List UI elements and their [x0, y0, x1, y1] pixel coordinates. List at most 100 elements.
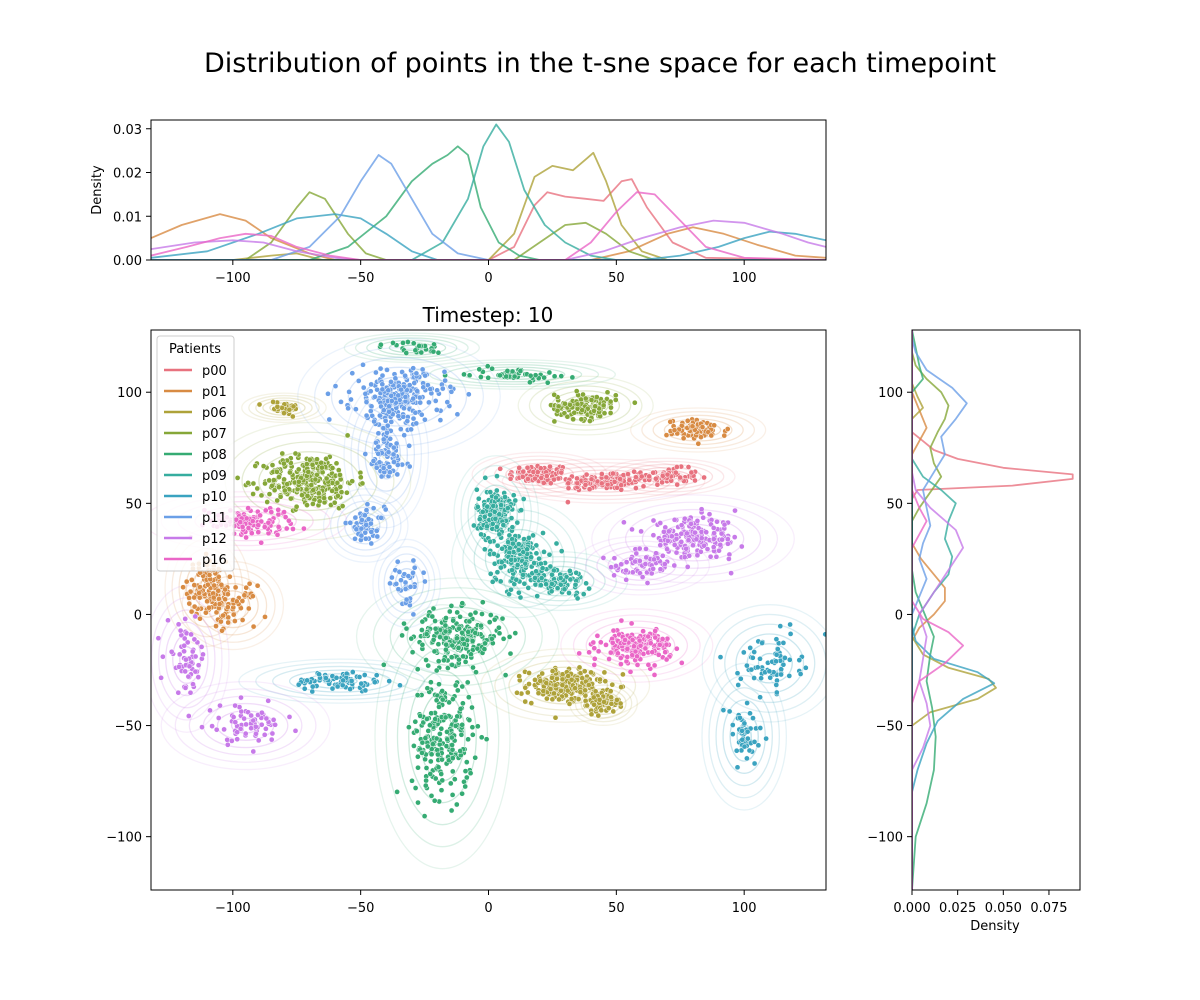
contour-p06 — [241, 392, 327, 424]
point-p00 — [583, 471, 590, 478]
point-p08 — [489, 365, 495, 372]
point-p09 — [510, 492, 517, 499]
point-p08 — [478, 734, 485, 741]
point-p16 — [275, 506, 282, 513]
point-p09 — [487, 570, 494, 577]
point-p01 — [708, 432, 715, 439]
point-p01 — [667, 418, 674, 425]
point-p08 — [489, 635, 495, 642]
point-p09 — [504, 505, 511, 511]
point-p11 — [371, 418, 377, 425]
point-p06 — [598, 707, 605, 714]
point-p11 — [416, 394, 423, 401]
point-p16 — [642, 645, 649, 652]
point-p06 — [576, 664, 583, 671]
top-x-tick-label: 0 — [484, 271, 492, 286]
point-p12 — [697, 548, 704, 555]
point-p07 — [295, 478, 302, 485]
legend-label: p00 — [202, 364, 227, 379]
right-y-tick-label: −50 — [876, 720, 903, 735]
point-p08 — [448, 603, 455, 609]
legend-label: p07 — [202, 427, 227, 442]
point-p07 — [303, 486, 310, 493]
point-p08 — [432, 775, 439, 782]
point-p09 — [546, 551, 553, 558]
point-p12 — [668, 533, 675, 540]
point-p08 — [469, 731, 476, 738]
contour-p12 — [165, 621, 209, 697]
point-p11 — [370, 505, 377, 512]
point-p08 — [422, 735, 429, 741]
point-p10 — [301, 685, 308, 692]
main-axis-ticks: −100 −50 0 50 100 −100 −50 0 50 100 — [106, 386, 756, 916]
point-p08 — [435, 641, 442, 648]
point-p16 — [645, 633, 652, 640]
point-p11 — [410, 395, 417, 402]
point-p11 — [349, 370, 356, 377]
point-p07 — [573, 388, 580, 394]
point-p08 — [474, 645, 481, 652]
point-p08 — [419, 641, 426, 648]
point-p11 — [465, 391, 472, 398]
point-p10 — [739, 736, 746, 743]
point-p10 — [737, 714, 743, 721]
point-p08 — [421, 813, 428, 819]
point-p16 — [627, 668, 634, 675]
point-p01 — [233, 598, 240, 605]
point-p09 — [538, 575, 545, 581]
point-p07 — [631, 399, 638, 406]
point-p09 — [473, 486, 480, 493]
point-p12 — [623, 576, 630, 583]
point-p16 — [607, 649, 614, 656]
point-p08 — [452, 723, 459, 729]
point-p07 — [315, 490, 322, 497]
contour-p06 — [494, 654, 637, 717]
point-p10 — [755, 742, 762, 749]
point-p10 — [733, 747, 740, 754]
point-p11 — [426, 399, 432, 406]
point-p06 — [614, 697, 620, 703]
point-p08 — [532, 372, 539, 379]
point-p12 — [673, 535, 680, 542]
point-p07 — [288, 495, 294, 502]
point-p11 — [412, 409, 419, 416]
point-p07 — [304, 502, 310, 508]
point-p11 — [395, 392, 402, 399]
point-p16 — [594, 632, 601, 639]
point-p08 — [431, 797, 438, 804]
point-p12 — [185, 713, 192, 719]
point-p16 — [258, 518, 265, 525]
point-p11 — [402, 394, 409, 400]
point-p00 — [586, 486, 593, 493]
right-density-p16 — [912, 330, 964, 890]
point-p07 — [582, 395, 589, 402]
right-x-tick-label: 0.075 — [1030, 901, 1067, 916]
point-p09 — [540, 530, 546, 536]
point-p08 — [469, 724, 476, 731]
point-p11 — [379, 372, 386, 379]
point-p11 — [410, 611, 417, 618]
point-p07 — [292, 450, 299, 457]
point-p09 — [520, 572, 526, 578]
point-p12 — [182, 668, 189, 675]
point-p11 — [380, 407, 387, 414]
point-p08 — [527, 372, 534, 379]
point-p10 — [323, 675, 329, 681]
point-p16 — [268, 509, 275, 515]
point-p12 — [673, 549, 680, 556]
point-p08 — [443, 635, 449, 641]
point-p12 — [651, 556, 657, 563]
point-p09 — [474, 504, 481, 510]
point-p09 — [481, 513, 488, 520]
point-p11 — [363, 399, 370, 405]
contour-p10 — [272, 665, 409, 697]
legend: Patients p00 p01 p06 p07 p08 p09 p10 p11 p12 p16 — [156, 335, 235, 572]
point-p11 — [382, 417, 389, 424]
point-p08 — [425, 728, 432, 734]
point-p11 — [387, 469, 393, 476]
point-p08 — [459, 721, 466, 728]
point-p08 — [446, 608, 453, 615]
point-p08 — [497, 372, 503, 379]
point-p07 — [564, 413, 571, 420]
point-p00 — [701, 474, 707, 481]
